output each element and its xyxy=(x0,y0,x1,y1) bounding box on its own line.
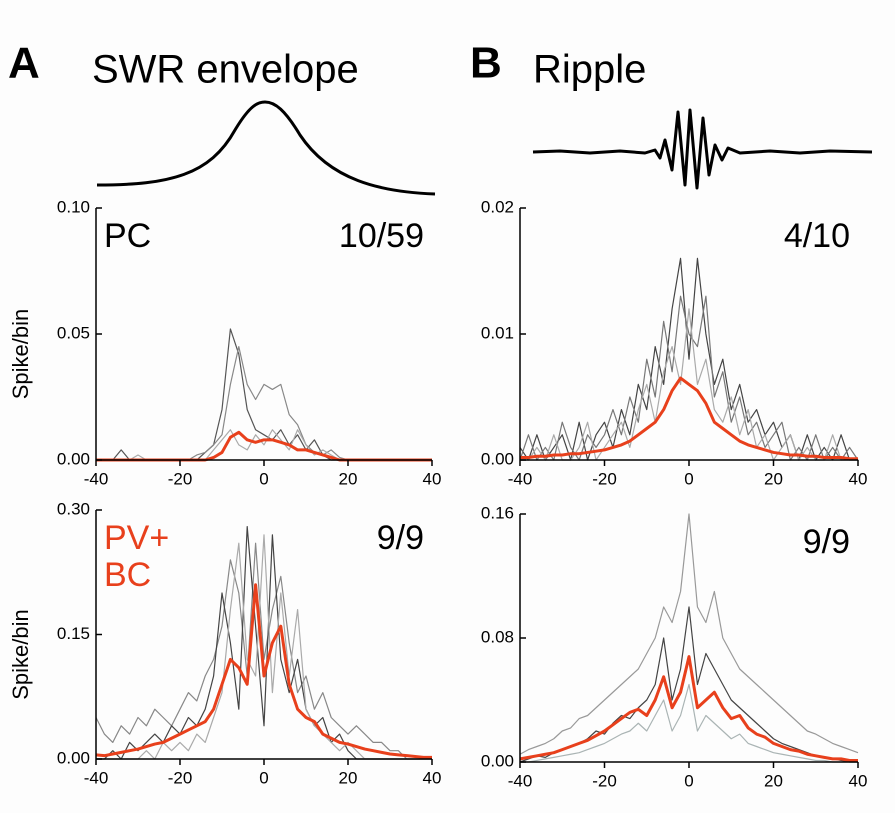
x-tick-label: 0 xyxy=(684,771,693,790)
cell-label: PC xyxy=(104,217,151,255)
x-tick-label: 0 xyxy=(259,768,268,787)
x-tick-label: 40 xyxy=(423,469,442,488)
x-tick-label: 40 xyxy=(849,771,868,790)
count-label: 9/9 xyxy=(377,519,424,557)
series-line xyxy=(519,513,859,755)
y-tick-label: 0.08 xyxy=(481,627,514,646)
x-tick-label: 20 xyxy=(764,771,783,790)
panel-title: Ripple xyxy=(533,48,646,92)
count-label: 9/9 xyxy=(803,523,850,561)
y-tick-label: 0.02 xyxy=(481,197,514,216)
count-label: 10/59 xyxy=(339,217,424,255)
x-tick-label: 0 xyxy=(684,469,693,488)
cell-label: PV+ xyxy=(104,519,169,557)
y-tick-label: 0.10 xyxy=(57,197,90,216)
x-tick-label: 20 xyxy=(764,469,783,488)
x-tick-label: 20 xyxy=(339,768,358,787)
series-line xyxy=(520,376,858,461)
y-axis-label: Spike/bin xyxy=(8,309,33,400)
y-tick-label: 0.30 xyxy=(57,499,90,518)
series-line xyxy=(95,542,432,760)
y-tick-label: 0.00 xyxy=(481,449,514,468)
x-tick-label: -20 xyxy=(592,771,617,790)
series-line xyxy=(95,583,432,759)
panel-title: SWR envelope xyxy=(92,48,359,92)
panel-letter: B xyxy=(470,39,502,88)
envelope-trace xyxy=(96,100,436,196)
x-tick-label: -40 xyxy=(508,771,533,790)
y-tick-label: 0.00 xyxy=(57,449,90,468)
y-tick-label: 0.15 xyxy=(57,624,90,643)
ripple-trace xyxy=(532,108,873,190)
x-tick-label: 20 xyxy=(339,469,358,488)
x-tick-label: -20 xyxy=(168,469,193,488)
y-tick-label: 0.16 xyxy=(481,503,514,522)
x-tick-label: -40 xyxy=(84,469,109,488)
count-label: 4/10 xyxy=(784,217,850,255)
series-line xyxy=(519,655,858,762)
series-line xyxy=(520,683,858,763)
x-tick-label: -40 xyxy=(508,469,533,488)
panel-letter: A xyxy=(8,39,40,88)
x-tick-label: -40 xyxy=(84,768,109,787)
cell-label: BC xyxy=(104,556,151,594)
x-tick-label: -20 xyxy=(592,469,617,488)
y-tick-label: 0.00 xyxy=(481,751,514,770)
series-line xyxy=(519,295,859,461)
x-tick-label: 0 xyxy=(259,469,268,488)
y-tick-label: 0.00 xyxy=(57,748,90,767)
y-tick-label: 0.01 xyxy=(481,323,514,342)
y-axis-label: Spike/bin xyxy=(8,609,33,700)
x-tick-label: 40 xyxy=(423,768,442,787)
y-tick-label: 0.05 xyxy=(57,323,90,342)
x-tick-label: -20 xyxy=(168,768,193,787)
x-tick-label: 40 xyxy=(849,469,868,488)
